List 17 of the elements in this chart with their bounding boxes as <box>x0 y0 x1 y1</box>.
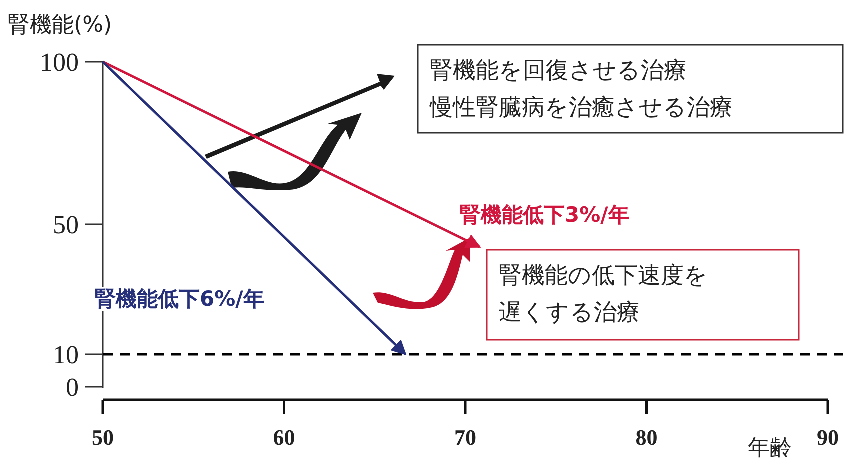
x-tick-label: 70 <box>454 425 476 450</box>
annotation: 腎機能の低下速度を <box>499 263 708 289</box>
series: 腎機能低下6%/年 <box>93 61 407 356</box>
x-tick-label: 90 <box>817 425 839 450</box>
annotation: 慢性腎臓病を治癒させる治療 <box>430 95 733 121</box>
x-tick-label: 50 <box>92 425 114 450</box>
x-tick-label: 80 <box>636 425 658 450</box>
y-tick-label: 10 <box>53 340 79 370</box>
y-tick-label: 50 <box>53 210 79 240</box>
annotation: 遅くする治療 <box>499 300 640 326</box>
series-label: 腎機能低下3%/年 <box>460 203 630 227</box>
y-axis-title: 腎機能(%) <box>8 13 112 38</box>
x-axis-title: 年齢 <box>748 436 792 461</box>
annotation: 腎機能を回復させる治療 <box>430 58 687 84</box>
y-tick-label: 100 <box>40 48 79 77</box>
y-tick-label: 0 <box>66 373 79 402</box>
x-tick-label: 60 <box>273 425 296 450</box>
